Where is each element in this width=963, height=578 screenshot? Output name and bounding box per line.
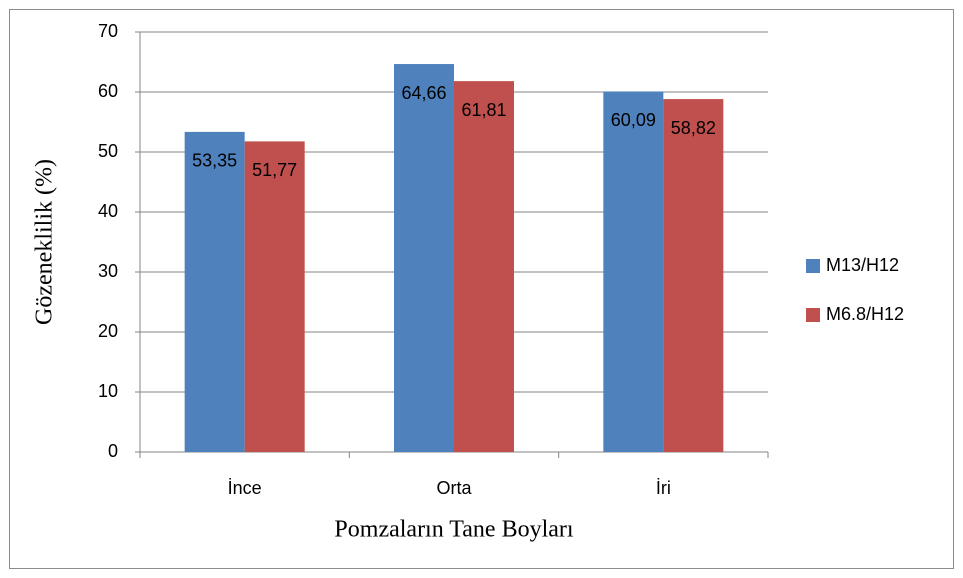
y-tick-label: 20: [98, 321, 118, 341]
y-axis-title: Gözeneklilik (%): [32, 159, 58, 325]
data-label: 53,35: [192, 151, 237, 171]
data-label: 51,77: [252, 160, 297, 180]
bar: [244, 141, 305, 452]
y-tick-label: 50: [98, 141, 118, 161]
y-tick-label: 10: [98, 381, 118, 401]
y-tick-label: 70: [98, 21, 118, 41]
bar: [603, 91, 664, 453]
bar: [184, 131, 245, 452]
y-tick-label: 30: [98, 261, 118, 281]
bar: [663, 99, 724, 452]
x-tick-label: Orta: [436, 478, 472, 498]
legend-label: M13/H12: [826, 255, 899, 275]
x-tick-label: İri: [656, 478, 671, 498]
data-label: 58,82: [671, 118, 716, 138]
legend-label: M6.8/H12: [826, 304, 904, 324]
bar: [394, 64, 454, 452]
y-tick-label: 0: [108, 441, 118, 461]
data-label: 61,81: [461, 100, 506, 120]
y-tick-label: 40: [98, 201, 118, 221]
data-label: 60,09: [611, 110, 656, 130]
data-label: 64,66: [401, 83, 446, 103]
bar: [454, 81, 514, 452]
x-tick-label: İnce: [228, 478, 262, 498]
legend-swatch: [806, 308, 820, 322]
x-axis-title: Pomzaların Tane Boyları: [334, 517, 573, 543]
legend-swatch: [806, 259, 820, 273]
y-tick-label: 60: [98, 81, 118, 101]
